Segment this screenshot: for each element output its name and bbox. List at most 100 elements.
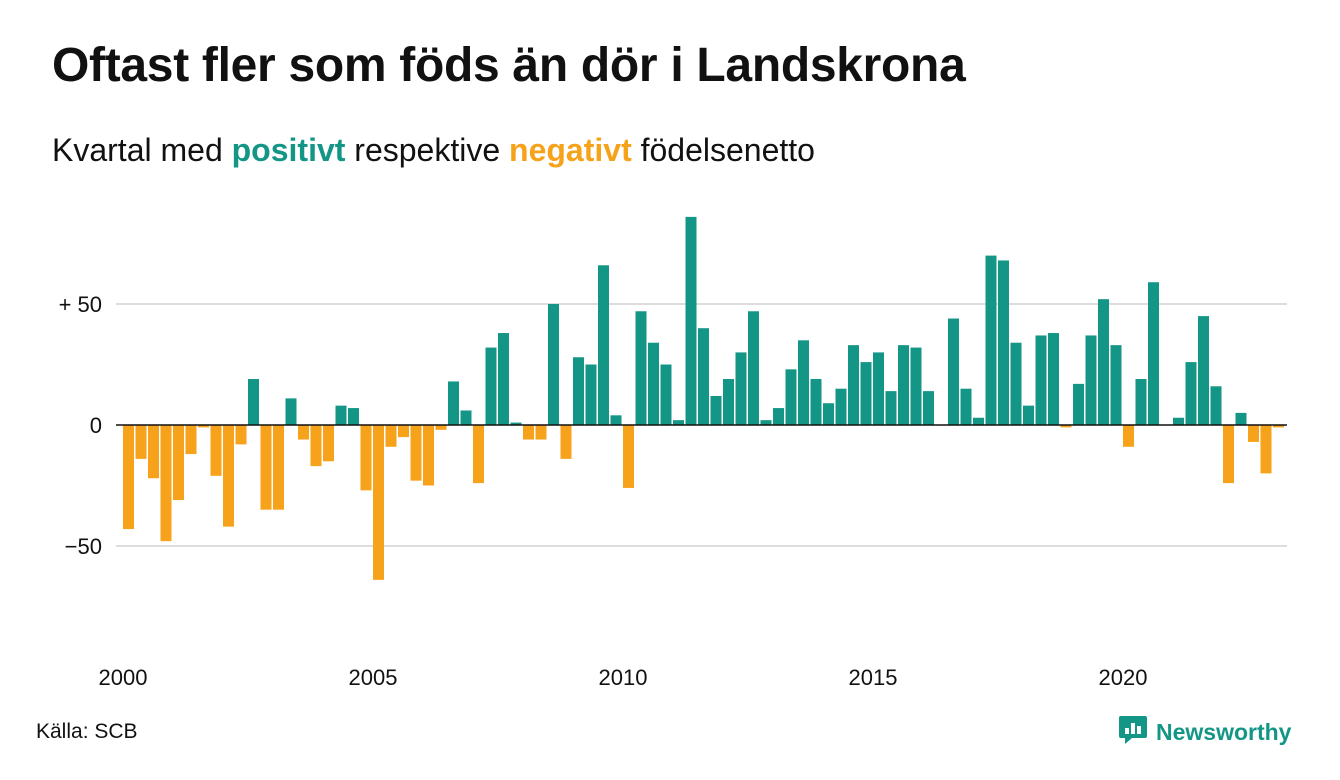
bar <box>1273 425 1284 428</box>
x-tick-label: 2015 <box>849 665 898 690</box>
bar <box>673 420 684 425</box>
bar <box>898 345 909 425</box>
bar <box>660 364 672 425</box>
bar <box>1235 412 1247 425</box>
bar <box>723 379 734 425</box>
bar <box>1035 335 1047 425</box>
subtitle-negative-word: negativt <box>509 132 632 168</box>
bar <box>1085 335 1097 425</box>
bar <box>448 381 459 425</box>
y-tick-label: −50 <box>65 534 102 559</box>
bar <box>460 410 472 425</box>
bar <box>1210 386 1222 425</box>
bar <box>635 311 647 425</box>
bar <box>1173 417 1184 425</box>
bar <box>885 391 897 425</box>
bar <box>648 342 659 425</box>
bar <box>523 425 534 440</box>
bar <box>685 216 697 425</box>
bar <box>210 425 222 476</box>
bar <box>273 425 284 510</box>
bar <box>748 311 759 425</box>
bar <box>610 415 622 425</box>
bar <box>535 425 547 440</box>
x-axis-ticks: 2000 2005 2010 2015 2020 <box>99 665 1148 690</box>
bar <box>348 408 359 425</box>
newsworthy-chart-bubble-icon <box>1118 714 1148 751</box>
bar <box>873 352 884 425</box>
bar <box>1135 379 1147 425</box>
bar <box>973 417 984 425</box>
bar <box>923 391 934 425</box>
x-tick-label: 2000 <box>99 665 148 690</box>
bar <box>423 425 434 486</box>
bar <box>835 388 847 425</box>
bar <box>1260 425 1272 474</box>
x-tick-label: 2005 <box>349 665 398 690</box>
bar <box>948 318 959 425</box>
y-axis-ticks: −50 0 + 50 <box>59 292 102 559</box>
bar <box>123 425 134 530</box>
bar-chart: −50 0 + 50 2000 2005 2010 2015 2020 <box>59 216 1287 690</box>
logo-text: Newsworthy <box>1156 719 1292 745</box>
bar <box>910 347 922 425</box>
bar <box>260 425 272 510</box>
bar <box>285 398 297 425</box>
bar <box>510 422 522 425</box>
bar <box>823 403 834 425</box>
bar <box>698 328 709 425</box>
bar <box>735 352 747 425</box>
bar <box>1073 383 1084 425</box>
bar <box>335 405 347 425</box>
bar <box>785 369 797 425</box>
bar <box>1110 345 1122 425</box>
source-note: Källa: SCB <box>36 720 138 743</box>
bar <box>435 425 447 430</box>
bar <box>1248 425 1259 442</box>
bar <box>985 255 997 425</box>
chart-subtitle: Kvartal med positivt respektive negativt… <box>52 132 815 169</box>
bar <box>848 345 859 425</box>
bar <box>1023 405 1034 425</box>
bar <box>360 425 372 491</box>
bar <box>1098 299 1109 425</box>
bar <box>560 425 572 459</box>
x-tick-label: 2020 <box>1099 665 1148 690</box>
bar <box>185 425 197 455</box>
bar <box>1223 425 1234 484</box>
bar <box>1010 342 1022 425</box>
bar <box>585 364 597 425</box>
bar <box>810 379 822 425</box>
subtitle-positive-word: positivt <box>231 132 346 168</box>
bar <box>473 425 484 484</box>
bar <box>860 362 872 425</box>
x-tick-label: 2010 <box>599 665 648 690</box>
bar <box>223 425 234 527</box>
bar <box>1060 425 1072 428</box>
bar <box>1048 333 1059 425</box>
bar <box>323 425 334 462</box>
bar <box>173 425 184 501</box>
subtitle-middle: respektive <box>345 132 510 168</box>
bar <box>1148 282 1159 425</box>
bar <box>598 265 609 425</box>
bar <box>498 333 509 425</box>
bar <box>310 425 322 467</box>
bar <box>298 425 309 440</box>
y-tick-label: + 50 <box>59 292 102 317</box>
bar <box>248 379 259 425</box>
bar <box>998 260 1009 425</box>
subtitle-prefix: Kvartal med <box>52 132 232 168</box>
newsworthy-logo[interactable]: Newsworthy <box>1118 714 1291 751</box>
bar <box>773 408 784 425</box>
bar <box>1123 425 1134 447</box>
bar <box>798 340 809 425</box>
bar <box>148 425 159 479</box>
bar <box>548 304 559 425</box>
bar <box>135 425 147 459</box>
bar <box>710 395 722 425</box>
bar <box>385 425 397 447</box>
bar <box>398 425 409 438</box>
bar <box>1185 362 1197 425</box>
grid-lines <box>116 303 1287 547</box>
